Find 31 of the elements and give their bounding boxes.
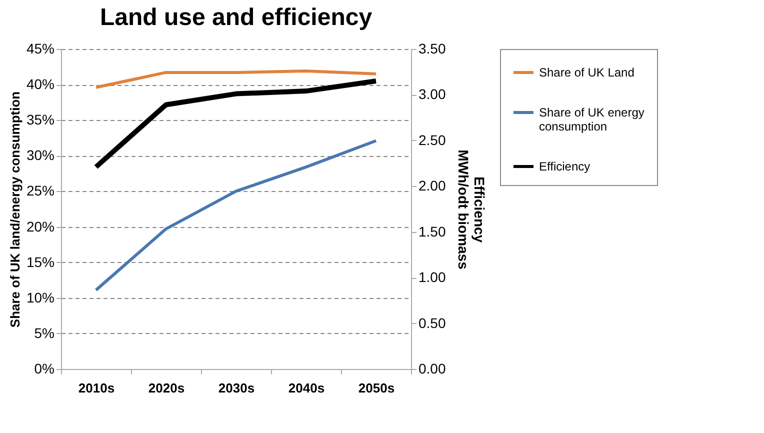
y-tick-label: 30% xyxy=(26,147,54,164)
y-tick-label: 20% xyxy=(26,218,54,234)
legend-label: Share of UK Land xyxy=(539,66,634,80)
x-tick-label: 2030s xyxy=(218,380,255,396)
legend-label: Share of UK energy consumption xyxy=(539,106,644,134)
line-series xyxy=(94,70,378,89)
chart-title: Land use and efficiency xyxy=(100,4,373,31)
y-tick-label: 0% xyxy=(34,360,54,376)
x-tick-label: 2020s xyxy=(148,380,185,396)
y-tick-label: 45% xyxy=(26,40,54,56)
y2-tick-label: 0.50 xyxy=(418,314,446,331)
y2-tick-label: 2.00 xyxy=(418,178,446,194)
y2-axis-title: Efficiency MWh/odt biomass xyxy=(456,150,488,270)
y2-tick-label: 0.00 xyxy=(418,360,446,376)
y-tick-label: 15% xyxy=(26,254,54,270)
y2-tick-label: 3.00 xyxy=(418,86,446,102)
y-tick-label: 40% xyxy=(26,76,54,92)
y2-tick-label: 1.50 xyxy=(418,223,446,240)
y-tick-label: 10% xyxy=(26,289,54,306)
y-tick-label: 25% xyxy=(26,182,54,199)
y-tick-label: 35% xyxy=(26,112,54,128)
y-tick-label: 5% xyxy=(34,324,54,341)
y-axis-title: Share of UK land/energy consumption xyxy=(7,91,22,328)
y2-tick-label: 1.00 xyxy=(418,269,446,286)
y2-tick-label: 2.50 xyxy=(418,132,446,148)
legend-label: Efficiency xyxy=(539,160,590,174)
x-tick-label: 2050s xyxy=(358,380,395,396)
line-series xyxy=(94,139,378,292)
x-tick-label: 2040s xyxy=(288,380,325,396)
y2-tick-label: 3.50 xyxy=(418,40,446,56)
x-tick-label: 2010s xyxy=(78,380,115,396)
